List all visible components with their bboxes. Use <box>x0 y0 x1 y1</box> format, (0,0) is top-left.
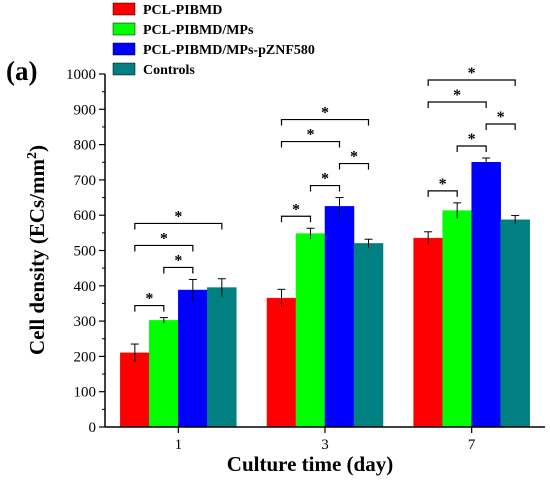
significance-bracket <box>427 79 516 87</box>
y-tick-label: 800 <box>74 138 97 154</box>
significance-star: * <box>321 105 329 122</box>
bar <box>442 210 472 428</box>
y-tick-label: 200 <box>74 349 97 365</box>
plot-area: 0 100 200 300 400 500 600 700 800 900 1000 1 3 7 * * * * *… <box>66 2 545 453</box>
legend-label: Controls <box>143 63 195 78</box>
significance-star: * <box>174 252 182 269</box>
significance-star: * <box>321 171 329 188</box>
y-tick-label: 900 <box>74 102 97 118</box>
significance-bracket <box>280 140 341 148</box>
bar <box>266 297 297 428</box>
bar <box>353 243 384 428</box>
significance-star: * <box>145 291 153 308</box>
significance-star: * <box>307 127 315 144</box>
significance-bracket <box>485 123 516 131</box>
significance-star: * <box>497 109 505 126</box>
y-tick-label: 1000 <box>66 67 96 83</box>
legend-swatch <box>112 62 136 76</box>
legend-swatch <box>112 42 136 56</box>
significance-bracket <box>456 145 487 153</box>
panel-label: (a) <box>6 56 37 86</box>
x-tick-label: 7 <box>468 437 476 453</box>
significance-star: * <box>174 208 182 225</box>
bar <box>324 206 355 428</box>
legend-label: PCL-PIBMD/MPs-pZNF580 <box>143 43 315 58</box>
significance-bracket <box>427 190 458 197</box>
significance-star: * <box>160 230 168 247</box>
y-tick-label: 0 <box>89 420 97 436</box>
legend-swatch <box>112 22 136 36</box>
bar <box>471 162 501 428</box>
significance-bracket <box>338 162 370 170</box>
significance-star: * <box>468 131 476 148</box>
y-tick-label: 300 <box>74 314 97 330</box>
bar <box>295 233 326 428</box>
significance-star: * <box>350 149 358 166</box>
legend-swatch <box>112 2 136 16</box>
y-tick-label: 100 <box>74 385 97 401</box>
significance-bracket <box>309 184 341 192</box>
bar <box>120 352 150 428</box>
y-tick-label: 500 <box>74 244 97 260</box>
significance-bracket <box>163 266 194 274</box>
bar <box>178 289 208 428</box>
significance-bracket <box>134 222 223 230</box>
significance-bracket <box>280 118 370 126</box>
x-tick-label: 1 <box>175 437 183 453</box>
bar <box>207 287 237 428</box>
bar <box>413 237 443 428</box>
significance-bracket <box>134 304 165 312</box>
significance-star: * <box>292 201 300 218</box>
bar <box>500 219 530 428</box>
significance-star: * <box>453 87 461 104</box>
significance-bracket <box>280 215 312 223</box>
bar <box>149 320 179 428</box>
x-tick-label: 3 <box>321 437 329 453</box>
y-axis-title: Cell density (ECs/mm2) <box>25 145 49 355</box>
y-tick-label: 600 <box>74 208 97 224</box>
significance-star: * <box>468 65 476 82</box>
significance-bracket <box>427 101 487 109</box>
x-axis-title: Culture time (day) <box>227 452 393 476</box>
legend-label: PCL-PIBMD/MPs <box>143 23 254 38</box>
legend-label: PCL-PIBMD <box>143 3 222 18</box>
significance-star: * <box>439 176 447 193</box>
y-tick-label: 400 <box>74 279 97 295</box>
y-tick-label: 700 <box>74 173 97 189</box>
significance-bracket <box>134 244 194 252</box>
